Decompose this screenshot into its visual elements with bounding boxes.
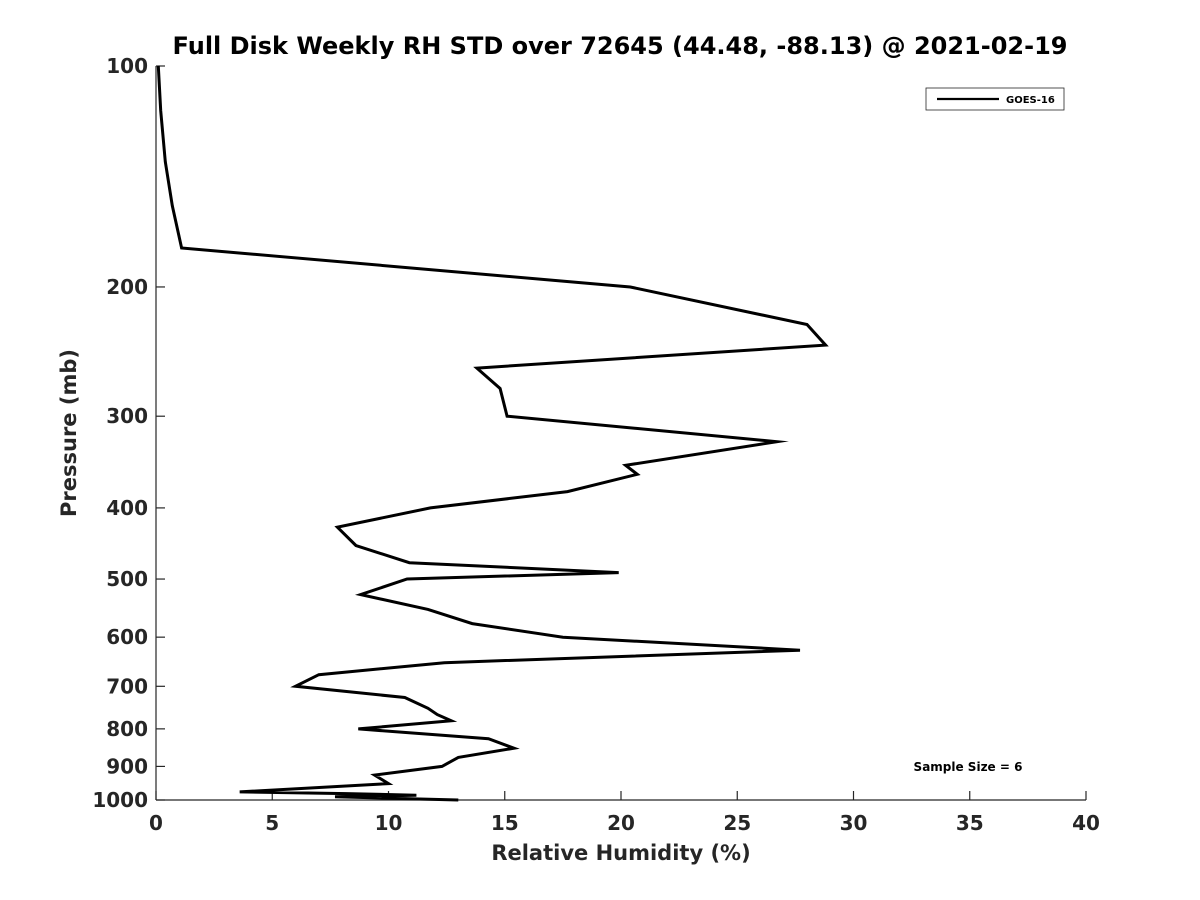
y-tick-label: 800 <box>106 717 148 741</box>
x-tick-label: 0 <box>149 811 163 835</box>
y-tick-label: 100 <box>106 54 148 78</box>
legend-label-goes-16: GOES-16 <box>1006 95 1055 106</box>
y-tick-label: 700 <box>106 674 148 698</box>
y-ticks: 100 200 300 400 500 600 700 800 900 1000 <box>92 54 165 812</box>
y-axis-label: Pressure (mb) <box>57 349 81 517</box>
sample-size-annotation: Sample Size = 6 <box>914 760 1023 774</box>
x-tick-label: 15 <box>491 811 519 835</box>
y-tick-label: 600 <box>106 625 148 649</box>
x-tick-label: 35 <box>956 811 984 835</box>
y-tick-label: 1000 <box>92 788 148 812</box>
chart-title: Full Disk Weekly RH STD over 72645 (44.4… <box>173 32 1068 60</box>
x-tick-label: 25 <box>723 811 751 835</box>
legend: GOES-16 <box>925 87 1065 111</box>
x-tick-label: 10 <box>375 811 403 835</box>
y-tick-label: 200 <box>106 275 148 299</box>
x-tick-label: 5 <box>265 811 279 835</box>
series-line-goes-16 <box>156 65 829 802</box>
y-tick-label: 300 <box>106 404 148 428</box>
x-tick-label: 30 <box>840 811 868 835</box>
x-tick-label: 40 <box>1072 811 1100 835</box>
y-tick-label: 500 <box>106 567 148 591</box>
series-group <box>156 65 829 802</box>
x-tick-label: 20 <box>607 811 635 835</box>
y-tick-label: 900 <box>106 754 148 778</box>
x-axis-label: Relative Humidity (%) <box>491 841 750 865</box>
x-ticks: 0 5 10 15 20 25 30 35 40 <box>149 791 1100 835</box>
y-tick-label: 400 <box>106 496 148 520</box>
